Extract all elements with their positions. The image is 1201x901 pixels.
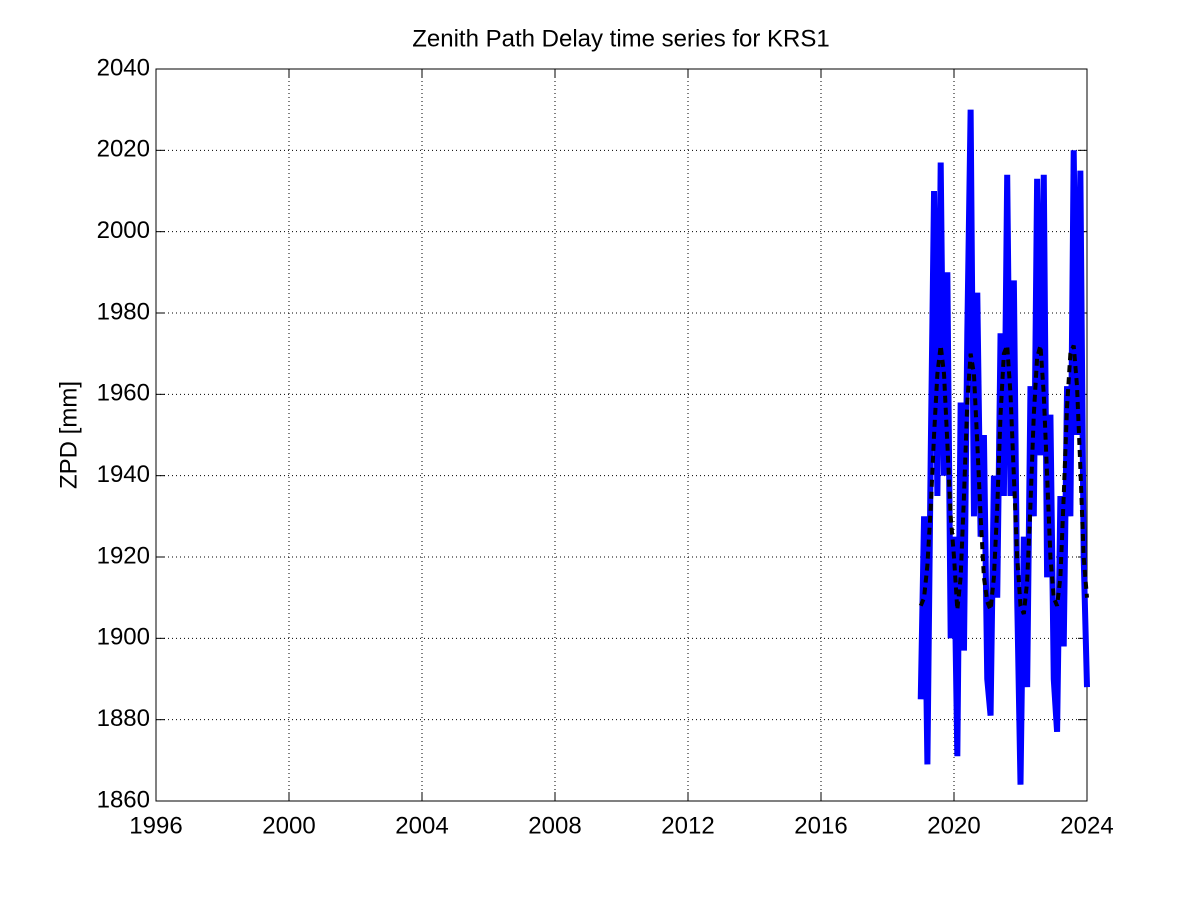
y-tick-label: 1980 [97,298,150,325]
x-tick-label: 2004 [395,812,448,839]
plot-area: 1860 1880 1900 1920 1940 1960 1980 2000 2020 2040… [97,54,1114,839]
y-tick-label: 1860 [97,786,150,813]
y-tick-label: 2040 [97,54,150,81]
x-tick-label: 1996 [129,812,182,839]
x-tick-label: 2012 [661,812,714,839]
y-tick-label: 2020 [97,136,150,163]
y-tick-label: 1880 [97,705,150,732]
x-tick-label: 2016 [794,812,847,839]
y-tick-label: 1960 [97,380,150,407]
x-tick-label: 2000 [262,812,315,839]
y-tick-label: 2000 [97,217,150,244]
y-tick-label: 1940 [97,461,150,488]
chart-title: Zenith Path Delay time series for KRS1 [412,25,830,52]
x-tick-label: 2020 [927,812,980,839]
x-tick-label: 2008 [528,812,581,839]
x-tick-label: 2024 [1060,812,1113,839]
axes-frame [155,68,1088,802]
y-axis-label: ZPD [mm] [55,381,82,489]
data-line [918,344,1089,615]
y-tick-label: 1900 [97,624,150,651]
y-tick-label: 1920 [97,542,150,569]
